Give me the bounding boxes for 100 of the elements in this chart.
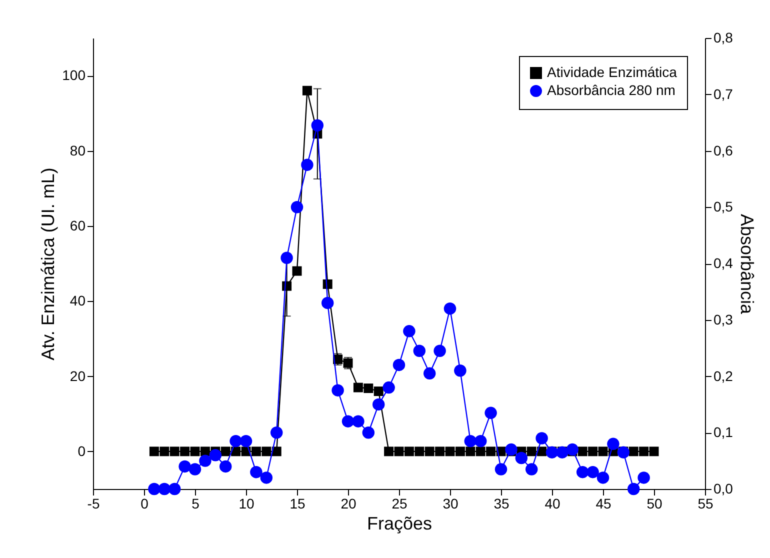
point bbox=[486, 446, 496, 456]
point bbox=[505, 443, 518, 456]
point bbox=[332, 384, 344, 396]
point bbox=[209, 449, 222, 462]
point bbox=[494, 463, 508, 476]
point bbox=[200, 446, 210, 456]
y2-axis-title: Absorbância bbox=[736, 214, 757, 316]
point bbox=[649, 446, 659, 456]
point bbox=[423, 367, 436, 380]
x-tick-label: 5 bbox=[192, 496, 200, 512]
point bbox=[638, 472, 650, 484]
point bbox=[484, 406, 497, 420]
point bbox=[596, 472, 610, 484]
point bbox=[364, 384, 374, 394]
point bbox=[160, 446, 170, 456]
point bbox=[403, 325, 416, 338]
point bbox=[445, 446, 455, 456]
x-tick-label: 35 bbox=[494, 496, 510, 512]
point bbox=[424, 446, 434, 456]
point bbox=[525, 463, 538, 476]
point bbox=[290, 201, 304, 214]
point bbox=[576, 466, 589, 478]
x-tick-label: 55 bbox=[698, 496, 714, 512]
point bbox=[342, 415, 354, 428]
x-tick-label: 25 bbox=[392, 496, 408, 512]
point bbox=[394, 446, 404, 456]
y2-tick-label: 0,2 bbox=[714, 368, 734, 384]
legend-label: Absorbância 280 nm bbox=[547, 82, 676, 98]
x-tick-label: 30 bbox=[442, 496, 458, 512]
point bbox=[628, 446, 638, 456]
x-tick-label: 10 bbox=[238, 496, 254, 512]
y-tick-label: 80 bbox=[70, 142, 86, 158]
x-axis-title: Frações bbox=[366, 514, 432, 534]
point bbox=[180, 446, 190, 456]
point bbox=[392, 358, 406, 372]
x-tick-label: 40 bbox=[544, 496, 560, 512]
point bbox=[353, 382, 363, 392]
y-tick-label: 40 bbox=[70, 292, 86, 309]
point bbox=[382, 381, 395, 394]
point bbox=[413, 344, 426, 357]
point bbox=[588, 446, 598, 456]
point bbox=[352, 415, 364, 428]
point bbox=[536, 432, 548, 444]
point bbox=[607, 438, 620, 450]
y-axis-title: Atv. Enzimática (UI. mL) bbox=[38, 168, 58, 360]
point bbox=[149, 446, 159, 456]
point bbox=[372, 398, 385, 411]
point bbox=[301, 158, 314, 171]
y2-tick-label: 0,3 bbox=[714, 311, 734, 328]
point bbox=[270, 426, 283, 439]
y2-tick-label: 0,4 bbox=[714, 255, 734, 271]
point bbox=[250, 466, 262, 478]
point bbox=[627, 482, 640, 496]
point bbox=[454, 364, 466, 377]
legend-label: Atividade Enzimática bbox=[547, 64, 678, 80]
point bbox=[260, 472, 273, 484]
point bbox=[639, 446, 649, 456]
point bbox=[444, 302, 456, 315]
point bbox=[434, 344, 446, 357]
x-tick-label: 15 bbox=[290, 496, 306, 512]
point bbox=[262, 446, 272, 456]
y2-tick-label: 0,1 bbox=[714, 424, 734, 440]
point bbox=[272, 446, 282, 456]
point bbox=[515, 452, 528, 464]
point bbox=[476, 446, 486, 456]
y-tick-label: 20 bbox=[70, 368, 86, 384]
x-tick-label: 20 bbox=[340, 496, 356, 512]
y2-tick-label: 0,0 bbox=[714, 480, 734, 496]
x-tick-label: 45 bbox=[596, 496, 612, 512]
point bbox=[199, 454, 212, 467]
y2-tick-label: 0,6 bbox=[714, 142, 734, 158]
point bbox=[240, 434, 252, 448]
point bbox=[311, 119, 324, 132]
point bbox=[474, 434, 487, 448]
point bbox=[178, 460, 191, 473]
point bbox=[251, 446, 261, 456]
point bbox=[219, 460, 232, 473]
point bbox=[384, 446, 394, 456]
point bbox=[280, 252, 293, 264]
point bbox=[148, 482, 160, 496]
point bbox=[374, 386, 384, 396]
point bbox=[170, 446, 180, 456]
point bbox=[168, 482, 181, 496]
point bbox=[455, 446, 465, 456]
y2-tick-label: 0,5 bbox=[714, 198, 734, 215]
point bbox=[188, 463, 202, 476]
point bbox=[578, 446, 588, 456]
point bbox=[220, 446, 230, 456]
y-tick-label: 100 bbox=[62, 67, 86, 84]
y2-tick-label: 0,7 bbox=[714, 86, 734, 102]
point bbox=[158, 482, 171, 496]
point bbox=[321, 296, 334, 310]
y-tick-label: 0 bbox=[78, 442, 86, 459]
point bbox=[190, 446, 200, 456]
x-tick-label: -5 bbox=[87, 496, 100, 512]
point bbox=[362, 426, 375, 439]
point bbox=[586, 466, 599, 478]
point bbox=[464, 434, 477, 448]
point bbox=[598, 446, 608, 456]
point bbox=[466, 446, 476, 456]
